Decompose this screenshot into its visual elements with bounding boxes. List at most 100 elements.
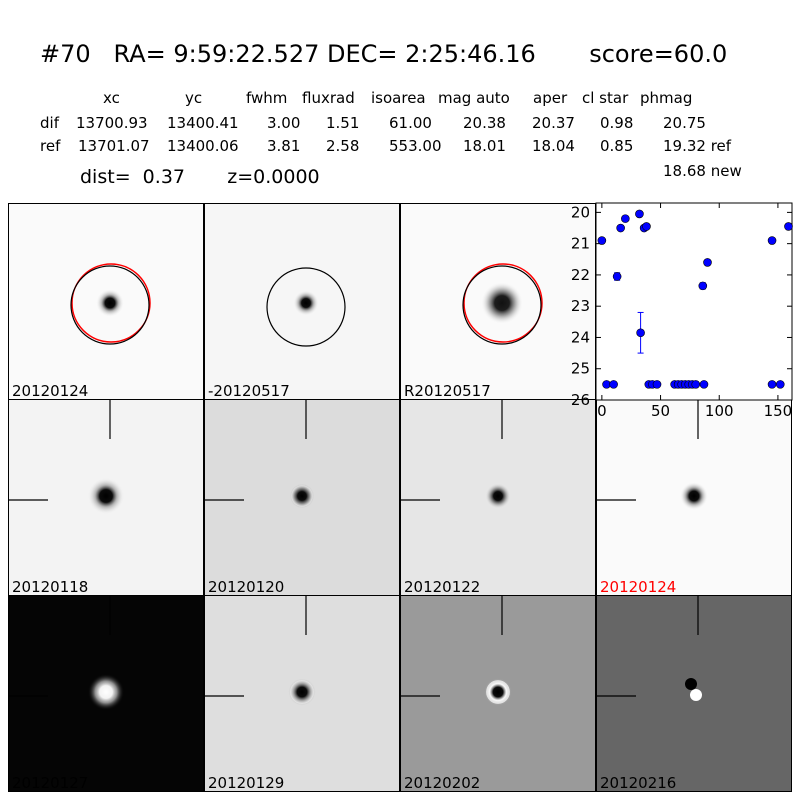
stamp-image xyxy=(597,596,702,701)
row-label-dif: dif xyxy=(40,114,59,132)
row-label-ref: ref xyxy=(40,137,61,155)
stamp-date-label: 20120122 xyxy=(404,578,481,596)
data-point xyxy=(621,214,630,223)
stamp-date-label: 20120129 xyxy=(208,774,285,792)
aperture-circle xyxy=(462,265,542,345)
y-tick-label: 25 xyxy=(571,360,590,378)
data-point xyxy=(636,328,645,338)
stamp-image xyxy=(266,267,346,347)
data-point xyxy=(698,281,708,291)
aperture-circle xyxy=(266,267,346,347)
stamp-image xyxy=(462,263,543,345)
ref-value: 13400.06 xyxy=(167,137,239,155)
column-header: fwhm xyxy=(246,89,288,107)
data-point xyxy=(775,380,785,389)
data-point xyxy=(616,223,625,233)
stamp-date-label: 20120124 xyxy=(600,578,677,596)
image-stamp: 20120118 xyxy=(8,399,204,596)
ref-value: 19.32 ref xyxy=(663,137,732,155)
y-tick-label: 20 xyxy=(571,203,590,221)
ref-value: 18.01 xyxy=(463,137,506,155)
y-tick-label: 22 xyxy=(571,266,590,284)
aperture-circle-red xyxy=(71,263,151,343)
lightcurve-svg: 0 50 100 150 20 21 22 23 24 25 26 xyxy=(571,202,793,420)
data-point xyxy=(597,236,607,245)
column-header: isoarea xyxy=(371,89,426,107)
aperture-circle-red xyxy=(463,263,543,343)
stamp-date-label: 20120127 xyxy=(12,774,89,792)
stamp-image xyxy=(401,596,512,706)
image-stamp: 20120120 xyxy=(204,399,400,596)
dif-value: 20.38 xyxy=(463,114,506,132)
stamp-image xyxy=(597,400,708,510)
x-tick-label: 100 xyxy=(705,402,734,420)
dif-value: 0.98 xyxy=(600,114,634,132)
dipole-negative xyxy=(685,678,697,690)
dif-value: 13400.41 xyxy=(167,114,239,132)
data-point xyxy=(642,222,651,231)
column-header: phmag xyxy=(640,89,693,107)
header-title: #70 RA= 9:59:22.527 DEC= 2:25:46.16 scor… xyxy=(40,40,728,68)
x-tick-label: 0 xyxy=(597,402,607,420)
source-blob xyxy=(485,483,511,509)
stamp-image xyxy=(401,400,511,509)
source-blob xyxy=(288,678,316,706)
stamp-image xyxy=(9,596,125,711)
source-blob xyxy=(293,290,319,316)
stamp-date-label: 20120216 xyxy=(600,774,677,792)
source-blob xyxy=(484,678,512,706)
x-tick-label: 150 xyxy=(764,402,793,420)
ref-value: 3.81 xyxy=(267,137,301,155)
data-point xyxy=(767,236,777,245)
stamp-image xyxy=(9,400,125,515)
stamp-date-label: 20120118 xyxy=(12,578,89,596)
y-tick-label: 21 xyxy=(571,235,590,253)
data-point xyxy=(703,258,712,267)
stamp-image xyxy=(205,400,315,509)
column-header: xc xyxy=(103,89,120,107)
column-header: cl star xyxy=(582,89,629,107)
lightcurve-plot: 0 50 100 150 20 21 22 23 24 25 26 xyxy=(571,202,793,420)
stamp-date-label: 20120202 xyxy=(404,774,481,792)
dipole-positive xyxy=(690,689,702,701)
column-header: yc xyxy=(185,89,203,107)
source-blob xyxy=(96,289,124,317)
image-stamp: 20120216 xyxy=(596,595,792,792)
column-header: aper xyxy=(533,89,568,107)
image-stamp: 20120127 xyxy=(8,595,204,792)
ref-value: 2.58 xyxy=(326,137,360,155)
source-blob xyxy=(87,477,125,515)
dif-value: 13700.93 xyxy=(76,114,148,132)
dif-value: 20.37 xyxy=(532,114,575,132)
image-stamp: R20120517 xyxy=(400,203,596,400)
new-phmag: 18.68 new xyxy=(663,162,742,180)
data-point xyxy=(652,380,662,389)
column-header: fluxrad xyxy=(302,89,355,107)
source-blob xyxy=(481,282,523,324)
dist-z-line: dist= 0.37 z=0.0000 xyxy=(80,166,320,188)
data-point xyxy=(609,380,618,389)
image-stamp: 20120129 xyxy=(204,595,400,792)
ref-value: 18.04 xyxy=(532,137,575,155)
plot-frame xyxy=(595,202,793,401)
dif-value: 3.00 xyxy=(267,114,301,132)
image-stamp: 20120122 xyxy=(400,399,596,596)
stamp-date-label: R20120517 xyxy=(404,382,491,400)
ref-value: 13701.07 xyxy=(78,137,150,155)
y-tick-label: 23 xyxy=(571,297,590,315)
data-point xyxy=(784,222,793,231)
ref-value: 0.85 xyxy=(600,137,634,155)
dif-value: 1.51 xyxy=(326,114,360,132)
source-blob xyxy=(680,482,708,510)
dif-value: 61.00 xyxy=(389,114,432,132)
x-tick-label: 50 xyxy=(651,402,670,420)
source-blob xyxy=(289,483,315,509)
dif-value: 20.75 xyxy=(663,114,706,132)
y-tick-label: 24 xyxy=(571,328,590,346)
data-point xyxy=(612,272,622,281)
data-point xyxy=(767,380,777,389)
data-point xyxy=(635,209,644,219)
stamp-date-label: 20120120 xyxy=(208,578,285,596)
stamp-date-label: -20120517 xyxy=(208,382,290,400)
image-stamp: 20120124 xyxy=(8,203,204,400)
